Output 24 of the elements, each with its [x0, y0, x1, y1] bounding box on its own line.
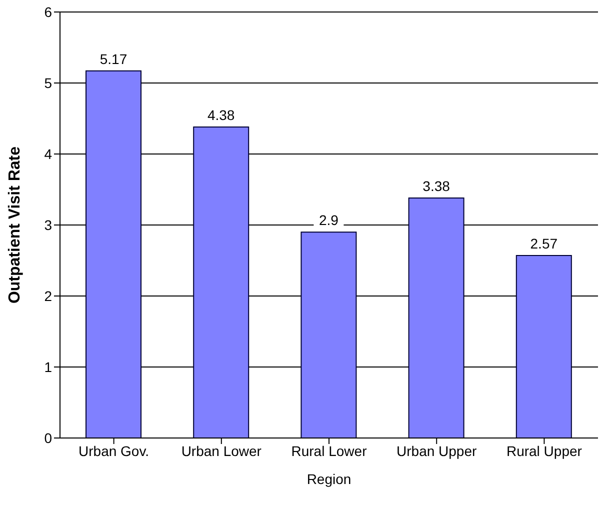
x-tick-label: Rural Lower — [291, 442, 368, 459]
y-tick-label: 5 — [44, 74, 52, 91]
y-tick-label: 4 — [44, 146, 52, 162]
data-label: 2.9 — [318, 212, 339, 228]
bar — [408, 198, 464, 438]
y-axis-title: Outpatient Visit Rate — [6, 146, 24, 304]
bar — [300, 232, 357, 438]
data-label: 2.57 — [530, 236, 558, 252]
y-tick-label: 3 — [44, 216, 52, 233]
y-tick-label: 1 — [44, 358, 52, 375]
data-label: 4.38 — [207, 107, 235, 124]
x-tick-label: Urban Upper — [396, 442, 478, 459]
y-tick-label: 6 — [44, 4, 52, 20]
x-tick-label: Rural Upper — [506, 442, 582, 459]
y-tick-label: 2 — [44, 288, 52, 304]
x-tick-label: Urban Gov. — [78, 442, 150, 459]
data-label: 3.38 — [422, 178, 450, 194]
y-tick-label: 0 — [44, 430, 52, 446]
x-axis-title: Region — [306, 471, 352, 487]
bar — [516, 255, 572, 438]
x-tick-label: Urban Lower — [181, 442, 262, 459]
bar — [193, 126, 250, 438]
bar — [86, 70, 142, 438]
data-label: 5.17 — [100, 50, 128, 67]
